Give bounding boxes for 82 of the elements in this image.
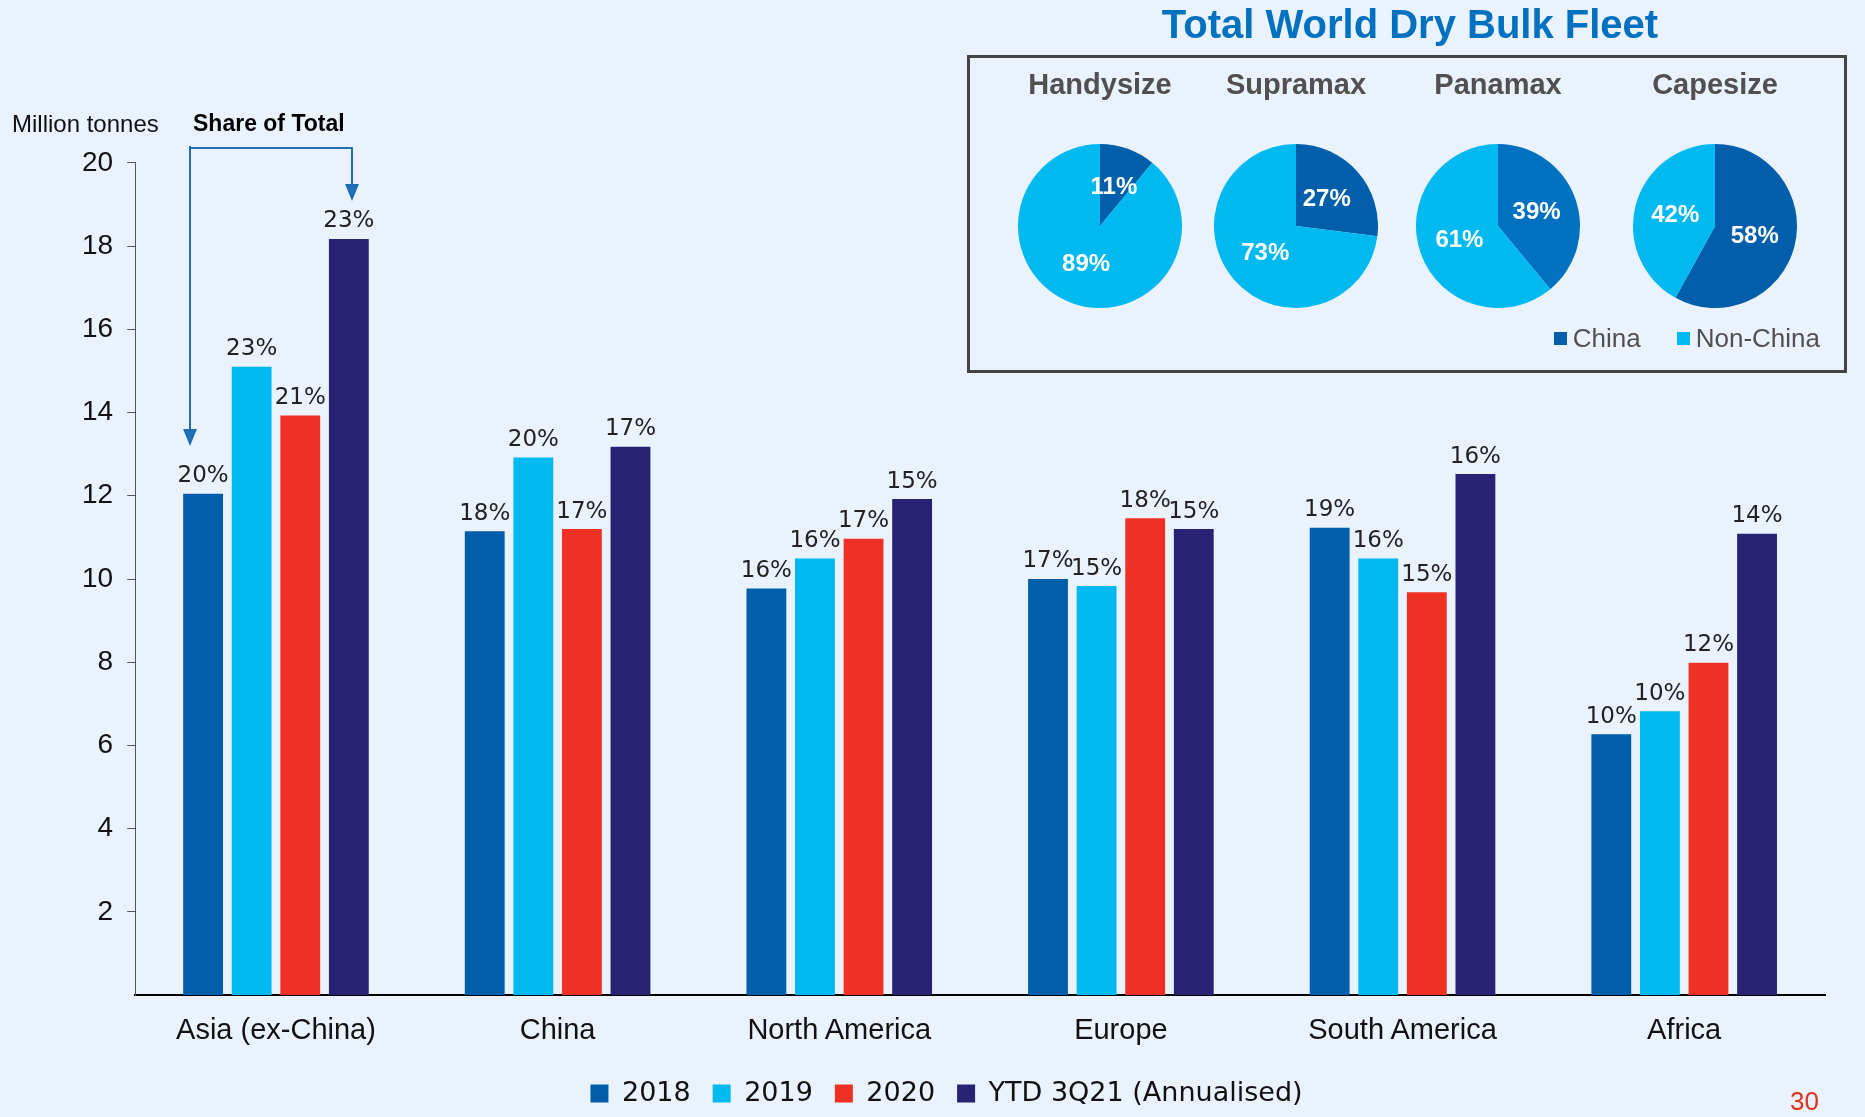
- y-tick-label: 4: [97, 811, 114, 843]
- annotation: 18%: [1119, 485, 1171, 512]
- bar: [1173, 529, 1214, 996]
- data-label: 39%: [1512, 196, 1561, 224]
- chart-title: Capesize: [1651, 68, 1779, 101]
- bar: [1737, 533, 1777, 996]
- legend-label: Non-China: [1695, 323, 1820, 354]
- data-label: 89%: [1062, 249, 1111, 277]
- chart-title: Supramax: [1224, 68, 1368, 101]
- bar: [183, 493, 224, 996]
- bar: [1455, 474, 1496, 996]
- data-label: 27%: [1302, 183, 1351, 211]
- annotation: 20%: [177, 461, 229, 488]
- data-label: 11%: [1090, 172, 1138, 200]
- x-tick-label: South America: [1308, 1012, 1498, 1045]
- annotation: 15%: [886, 466, 938, 493]
- annotation: 20%: [507, 424, 559, 451]
- y-tick-label: 10: [81, 561, 114, 593]
- y-tick-label: 12: [81, 478, 114, 510]
- bar: [1406, 592, 1447, 996]
- annotation: 15%: [1401, 559, 1453, 586]
- y-tick-label: 18: [81, 228, 114, 260]
- bar: [1688, 662, 1729, 996]
- y-tick-label: 20: [81, 145, 114, 177]
- x-tick-label: China: [519, 1012, 597, 1045]
- bar: [1125, 518, 1166, 996]
- annotation: 19%: [1304, 495, 1356, 522]
- bar: [892, 499, 933, 996]
- bar: [1358, 558, 1399, 996]
- y-tick-label: 8: [97, 644, 114, 676]
- annotation: 17%: [556, 496, 608, 523]
- annotation: 23%: [226, 334, 278, 361]
- bar: [1639, 711, 1680, 996]
- legend-label: 2019: [744, 1075, 813, 1107]
- data-label: 61%: [1435, 224, 1484, 252]
- annotation: 17%: [604, 414, 657, 441]
- text: Total World Dry Bulk Fleet: [1160, 2, 1660, 47]
- annotation: 17%: [1022, 546, 1074, 573]
- annotation: 10%: [1634, 678, 1686, 705]
- annotation: 18%: [459, 498, 511, 525]
- bar: [513, 457, 554, 996]
- y-tick-label: 16: [81, 312, 114, 343]
- bar: [1591, 734, 1632, 996]
- annotation: 23%: [323, 206, 375, 233]
- annotation: 16%: [740, 556, 792, 583]
- annotation: 10%: [1585, 701, 1637, 728]
- legend-label: 2020: [866, 1075, 936, 1107]
- x-tick-label: Africa: [1647, 1012, 1723, 1045]
- bar: [1309, 527, 1350, 996]
- bar: [280, 415, 321, 996]
- y-tick-label: 6: [97, 728, 114, 760]
- bar: [795, 558, 835, 996]
- annotation: 12%: [1682, 630, 1735, 657]
- annotation: 16%: [1352, 526, 1404, 553]
- bar: [1028, 579, 1068, 996]
- annotation: 16%: [1449, 441, 1501, 468]
- x-tick-label: Asia (ex-China): [176, 1012, 376, 1045]
- data-label: 73%: [1241, 237, 1290, 265]
- y-axis-title: Million tonnes: [12, 110, 159, 138]
- legend-label: China: [1572, 323, 1641, 354]
- text: Share of Total: [193, 110, 345, 137]
- annotation: 14%: [1731, 501, 1783, 528]
- bar: [610, 446, 651, 996]
- y-tick-label: 2: [97, 894, 114, 926]
- data-label: 58%: [1730, 220, 1779, 248]
- legend-label: 2018: [621, 1075, 691, 1107]
- bar: [328, 238, 369, 996]
- x-tick-label: North America: [747, 1012, 932, 1045]
- bar: [746, 588, 787, 996]
- chart-title: Panamax: [1433, 68, 1563, 101]
- bar: [561, 529, 602, 996]
- legend-label: YTD 3Q21 (Annualised): [987, 1075, 1303, 1107]
- bar: [231, 366, 272, 996]
- y-tick-label: 14: [81, 395, 114, 427]
- x-tick-label: Europe: [1074, 1012, 1168, 1045]
- bar: [843, 538, 884, 996]
- text: 30: [1790, 1086, 1819, 1117]
- annotation: 21%: [274, 382, 326, 409]
- bar: [464, 531, 505, 996]
- bar: [1076, 586, 1117, 996]
- data-label: 42%: [1651, 200, 1700, 228]
- chart-title: Handysize: [1027, 68, 1173, 101]
